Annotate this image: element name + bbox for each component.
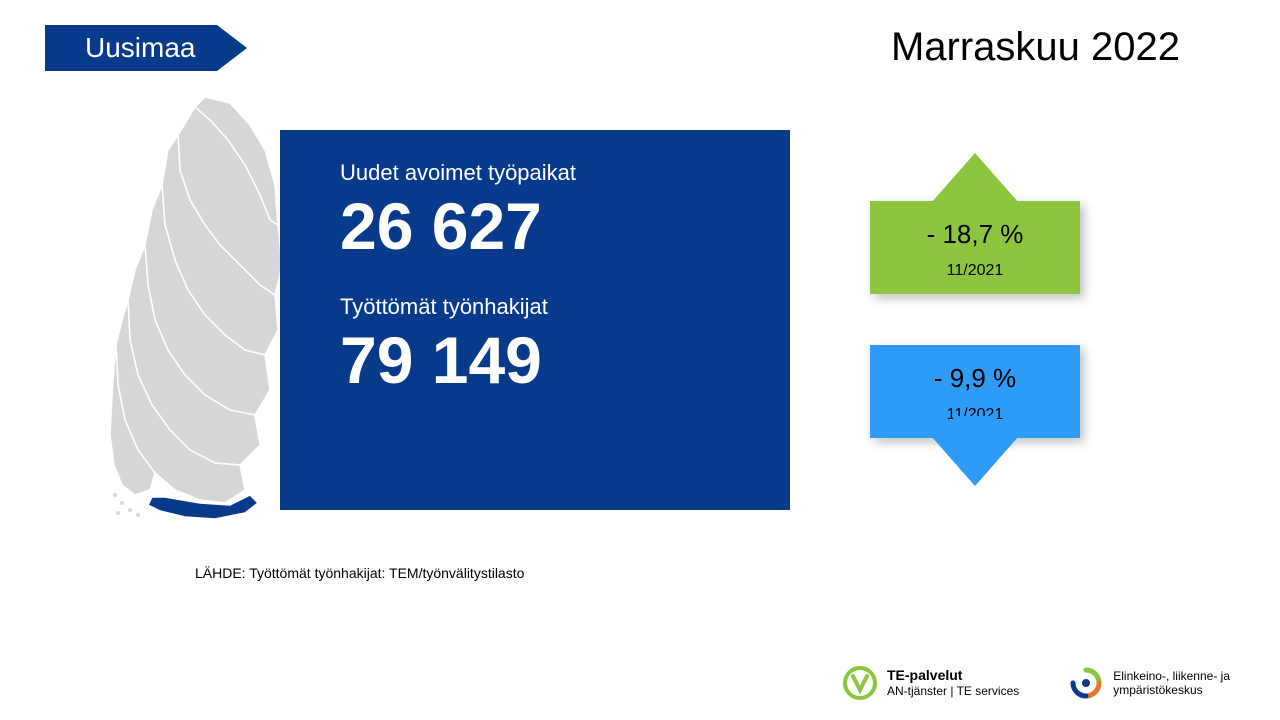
jobs-label: Uudet avoimet työpaikat: [340, 160, 780, 186]
map-coastal-islands: [113, 493, 140, 517]
te-palvelut-icon: [843, 666, 877, 700]
stats-panel: Uudet avoimet työpaikat 26 627 Työttömät…: [280, 130, 790, 510]
arrow-up-icon: [931, 153, 1019, 203]
ely-icon: [1069, 666, 1103, 700]
change-jobs-value: - 18,7 %: [880, 219, 1070, 250]
change-block-jobs: - 18,7 % 11/2021: [870, 201, 1080, 294]
page-title: Marraskuu 2022: [891, 25, 1180, 70]
region-badge-arrow-icon: [217, 25, 247, 71]
ely-logo: Elinkeino-, liikenne- ja ympäristökeskus: [1069, 666, 1230, 700]
region-badge: Uusimaa: [45, 25, 247, 71]
te-palvelut-text: TE-palvelut AN-tjänster | TE services: [887, 667, 1019, 698]
te-palvelut-logo: TE-palvelut AN-tjänster | TE services: [843, 666, 1019, 700]
change-unemployed-value: - 9,9 %: [880, 363, 1070, 394]
unemployed-label: Työttömät työnhakijat: [340, 294, 780, 320]
footer-logos: TE-palvelut AN-tjänster | TE services El…: [843, 666, 1230, 700]
ely-sub: ympäristökeskus: [1113, 683, 1202, 697]
te-palvelut-sub: AN-tjänster | TE services: [887, 684, 1019, 698]
unemployed-value: 79 149: [340, 322, 780, 398]
te-palvelut-name: TE-palvelut: [887, 667, 962, 683]
change-block-unemployed: - 9,9 % 11/2021: [870, 345, 1080, 438]
arrow-down-icon: [931, 436, 1019, 486]
ely-text: Elinkeino-, liikenne- ja ympäristökeskus: [1113, 669, 1230, 698]
region-badge-label: Uusimaa: [45, 25, 217, 71]
source-text: LÄHDE: Työttömät työnhakijat: TEM/työnvä…: [195, 565, 524, 581]
change-jobs-ref: 11/2021: [880, 262, 1070, 280]
ely-name: Elinkeino-, liikenne- ja: [1113, 669, 1230, 683]
jobs-value: 26 627: [340, 188, 780, 264]
